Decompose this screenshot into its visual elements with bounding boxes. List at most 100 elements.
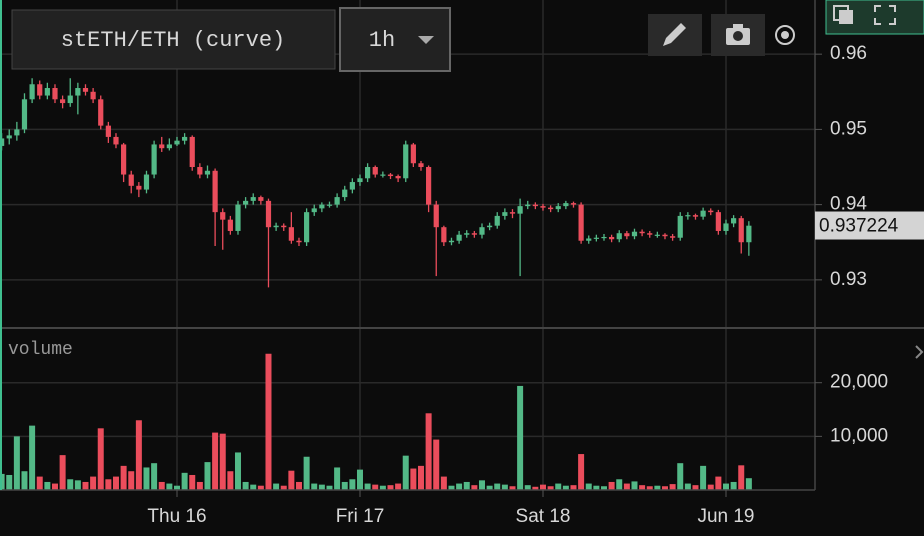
candle-body [708, 210, 714, 213]
volume-bar [82, 481, 89, 490]
candle-body [525, 204, 531, 207]
volume-bar [692, 485, 699, 490]
candle-body [14, 129, 20, 136]
volume-bar [135, 420, 142, 490]
volume-bar [143, 467, 150, 490]
candle-body [82, 88, 89, 92]
candle-body [601, 236, 607, 239]
candle-body [311, 208, 317, 213]
volume-bar [112, 476, 119, 490]
volume-bar [341, 481, 348, 490]
volume-bar [181, 472, 188, 490]
last-price-label: 0.937224 [819, 216, 899, 237]
candle-body [410, 144, 416, 164]
volume-bar [501, 484, 508, 490]
volume-bar [623, 483, 630, 490]
volume-bar [730, 481, 737, 490]
volume-bar [105, 479, 112, 490]
volume-bar [410, 468, 417, 490]
volume-bar [600, 486, 607, 490]
candle-body [723, 223, 729, 231]
candle-body [700, 210, 706, 217]
volume-bar [349, 479, 356, 490]
volume-bar [509, 486, 516, 490]
volume-bar [196, 481, 203, 490]
volume-bar [478, 480, 485, 490]
volume-bar [715, 476, 722, 490]
volume-bar [120, 465, 127, 490]
candle-body [60, 99, 66, 104]
volume-bar [684, 483, 691, 490]
candle-body [624, 233, 630, 237]
volume-bar [379, 485, 386, 490]
candle-body [6, 135, 12, 139]
volume-bar [578, 454, 585, 490]
volume-bar [646, 486, 653, 490]
x-tick-label: Thu 16 [147, 506, 206, 527]
collapse-arrow[interactable] [915, 345, 924, 359]
candle-body [265, 200, 272, 228]
candle-body [349, 182, 355, 190]
candle-body [548, 207, 554, 210]
fullscreen-icon[interactable] [874, 5, 896, 25]
candle-body [166, 144, 172, 149]
candle-body [746, 225, 752, 243]
volume-bar [486, 485, 493, 490]
volume-bar [440, 476, 447, 490]
candle-body [296, 240, 302, 243]
volume-bar [616, 479, 623, 490]
symbol-box[interactable] [11, 9, 336, 70]
candle-body [52, 88, 58, 100]
candle-body [433, 204, 439, 228]
candle-body [441, 227, 447, 243]
volume-bar [661, 486, 668, 490]
volume-bar [387, 485, 394, 490]
candle-body [235, 204, 241, 231]
candle-body [326, 204, 333, 206]
volume-bar [494, 483, 501, 490]
candle-body [174, 140, 180, 145]
candle-body [204, 170, 211, 175]
volume-y-tick-label: 10,000 [830, 425, 888, 446]
volume-bar [639, 485, 646, 490]
target-dot [781, 31, 789, 39]
volume-bar [425, 413, 432, 490]
candle-body [654, 234, 660, 236]
volume-bar [677, 463, 684, 490]
volume-label: volume [8, 340, 73, 360]
candle-body [0, 138, 5, 146]
candle-body [29, 84, 35, 100]
candle-body [471, 233, 477, 235]
volume-bar [6, 474, 13, 490]
candle-body [715, 212, 721, 231]
volume-bar [173, 485, 180, 490]
volume-bar [654, 485, 661, 490]
volume-bar [318, 484, 325, 490]
volume-bar [555, 483, 562, 490]
y-tick-label: 0.95 [830, 118, 867, 139]
volume-bar [532, 486, 539, 490]
volume-bar [722, 483, 729, 490]
x-tick-label: Sat 18 [516, 506, 571, 527]
volume-bar [227, 471, 234, 490]
candle-body [113, 136, 119, 145]
candle-body [159, 144, 165, 149]
volume-bar [585, 483, 592, 490]
candle-body [365, 167, 371, 179]
candle-body [182, 136, 188, 141]
candle-body [227, 219, 233, 231]
candle-body [136, 185, 142, 190]
candle-body [342, 189, 348, 198]
candle-body [670, 236, 676, 238]
interval-box[interactable] [339, 7, 451, 72]
candle-body [639, 231, 645, 234]
y-tick-label: 0.93 [830, 269, 867, 290]
candle-body [197, 167, 203, 175]
candle-body [151, 144, 157, 175]
volume-bar [212, 432, 219, 490]
candle-body [128, 174, 134, 186]
target-button[interactable] [775, 25, 795, 45]
candle-body [357, 178, 363, 183]
candle-body [731, 218, 737, 224]
